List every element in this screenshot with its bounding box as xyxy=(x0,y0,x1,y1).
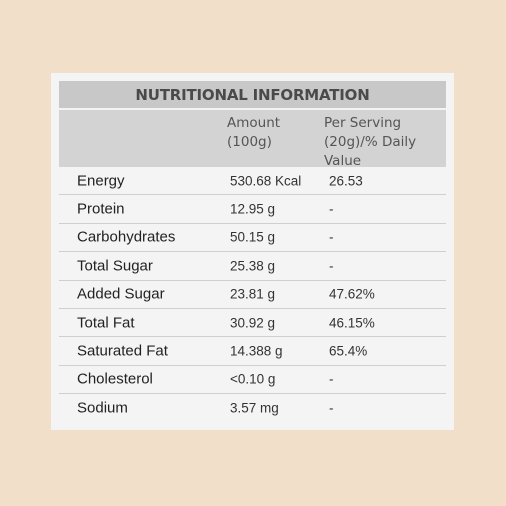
table-row: Cholesterol <0.10 g - xyxy=(59,366,446,395)
nutrient-amount: 25.38 g xyxy=(230,258,276,274)
nutrient-amount: 50.15 g xyxy=(230,229,276,245)
nutrient-name: Cholesterol xyxy=(77,370,153,388)
nutrient-amount: 23.81 g xyxy=(230,286,276,302)
header-amount: Amount (100g) xyxy=(227,115,281,150)
table-row: Added Sugar 23.81 g 47.62% xyxy=(59,281,446,309)
nutrient-name: Total Fat xyxy=(77,314,135,332)
table-row: Energy 530.68 Kcal 26.53 xyxy=(59,167,446,196)
nutrient-amount: 12.95 g xyxy=(230,201,276,217)
nutrient-serving: - xyxy=(329,371,334,387)
nutrient-amount: <0.10 g xyxy=(230,371,276,387)
nutrient-serving: - xyxy=(329,229,334,245)
nutrient-amount: 530.68 Kcal xyxy=(230,173,302,189)
nutrient-name: Energy xyxy=(77,172,125,190)
nutrient-amount: 30.92 g xyxy=(230,315,276,331)
nutrient-name: Carbohydrates xyxy=(77,228,176,246)
nutrient-serving: 46.15% xyxy=(329,315,375,331)
table-row: Total Sugar 25.38 g - xyxy=(59,252,446,281)
nutrient-serving: 47.62% xyxy=(329,286,375,302)
nutrient-serving: - xyxy=(329,258,334,274)
nutrient-amount: 14.388 g xyxy=(230,343,283,359)
table-row: Sodium 3.57 mg - xyxy=(59,394,446,422)
table-row: Carbohydrates 50.15 g - xyxy=(59,224,446,253)
nutrient-serving: 26.53 xyxy=(329,173,363,189)
table-row: Total Fat 30.92 g 46.15% xyxy=(59,309,446,338)
table-header-row: Amount (100g) Per Serving (20g)/% Daily … xyxy=(59,110,446,169)
nutrient-serving: - xyxy=(329,201,334,217)
nutrient-amount: 3.57 mg xyxy=(230,400,279,416)
table-body: Energy 530.68 Kcal 26.53 Protein 12.95 g… xyxy=(59,167,446,423)
nutrient-name: Total Sugar xyxy=(77,257,153,275)
nutrient-name: Saturated Fat xyxy=(77,342,168,360)
header-serving: Per Serving (20g)/% Daily Value xyxy=(324,115,417,169)
table-row: Protein 12.95 g - xyxy=(59,195,446,224)
nutrient-serving: 65.4% xyxy=(329,343,368,359)
nutrient-serving: - xyxy=(329,400,334,416)
nutrient-name: Sodium xyxy=(77,399,128,417)
table-title: NUTRITIONAL INFORMATION xyxy=(59,81,446,108)
table-row: Saturated Fat 14.388 g 65.4% xyxy=(59,337,446,366)
nutrient-name: Added Sugar xyxy=(77,285,165,303)
nutrition-table: NUTRITIONAL INFORMATION Amount (100g) Pe… xyxy=(51,73,454,430)
nutrient-name: Protein xyxy=(77,200,125,218)
